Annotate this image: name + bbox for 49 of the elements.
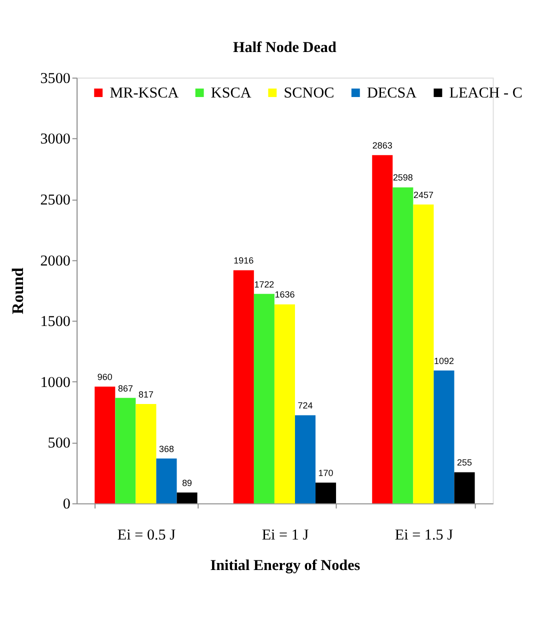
- legend-label: DECSA: [367, 86, 417, 102]
- data-label: 960: [97, 372, 112, 382]
- bar: [372, 155, 393, 504]
- data-label: 2457: [413, 190, 434, 200]
- y-tick-label: 2000: [40, 253, 70, 270]
- bar: [392, 187, 414, 504]
- bar: [176, 492, 198, 504]
- bar: [156, 458, 177, 504]
- y-tick-label: 3500: [40, 70, 70, 87]
- data-label: 255: [457, 458, 472, 468]
- legend-label: LEACH - C: [449, 86, 522, 102]
- data-label: 2863: [372, 140, 392, 151]
- bar: [413, 204, 434, 504]
- data-label: 1722: [254, 279, 274, 290]
- bar: [294, 415, 316, 504]
- y-tick-label: 0: [62, 496, 70, 513]
- bar: [454, 472, 475, 504]
- data-label: 1092: [434, 356, 454, 366]
- y-tick-label: 1000: [40, 374, 70, 391]
- data-label: 867: [118, 383, 133, 394]
- bar: [316, 482, 336, 504]
- bar: [136, 404, 156, 504]
- data-label: 2598: [392, 172, 413, 183]
- data-label: 1636: [274, 290, 295, 300]
- chart-title: Half Node Dead: [233, 40, 337, 56]
- data-label: 724: [298, 400, 313, 411]
- x-axis-title: Initial Energy of Nodes: [210, 558, 360, 574]
- bar: [274, 304, 295, 504]
- data-label: 1916: [234, 256, 254, 266]
- x-tick-label: Ei = 1.5 J: [394, 528, 454, 544]
- legend-label: KSCA: [210, 86, 252, 102]
- legend-label: SCNOC: [284, 86, 334, 102]
- bar: [434, 370, 454, 504]
- data-label: 817: [138, 389, 154, 400]
- y-tick-label: 3000: [40, 132, 70, 148]
- bar: [115, 398, 136, 504]
- x-tick-label: Ei = 1 J: [262, 528, 309, 544]
- y-tick-label: 2500: [40, 192, 70, 208]
- bar: [254, 294, 274, 504]
- y-tick-label: 500: [48, 436, 70, 452]
- y-axis-title: Round: [10, 268, 28, 314]
- data-label: 368: [159, 444, 174, 454]
- data-label: 89: [182, 478, 192, 488]
- legend-label: MR-KSCA: [110, 86, 179, 102]
- bar: [233, 270, 254, 504]
- data-label: 170: [318, 468, 334, 478]
- bar: [94, 386, 116, 504]
- y-tick-label: 1500: [40, 314, 70, 330]
- x-tick-label: Ei = 0.5 J: [117, 528, 176, 544]
